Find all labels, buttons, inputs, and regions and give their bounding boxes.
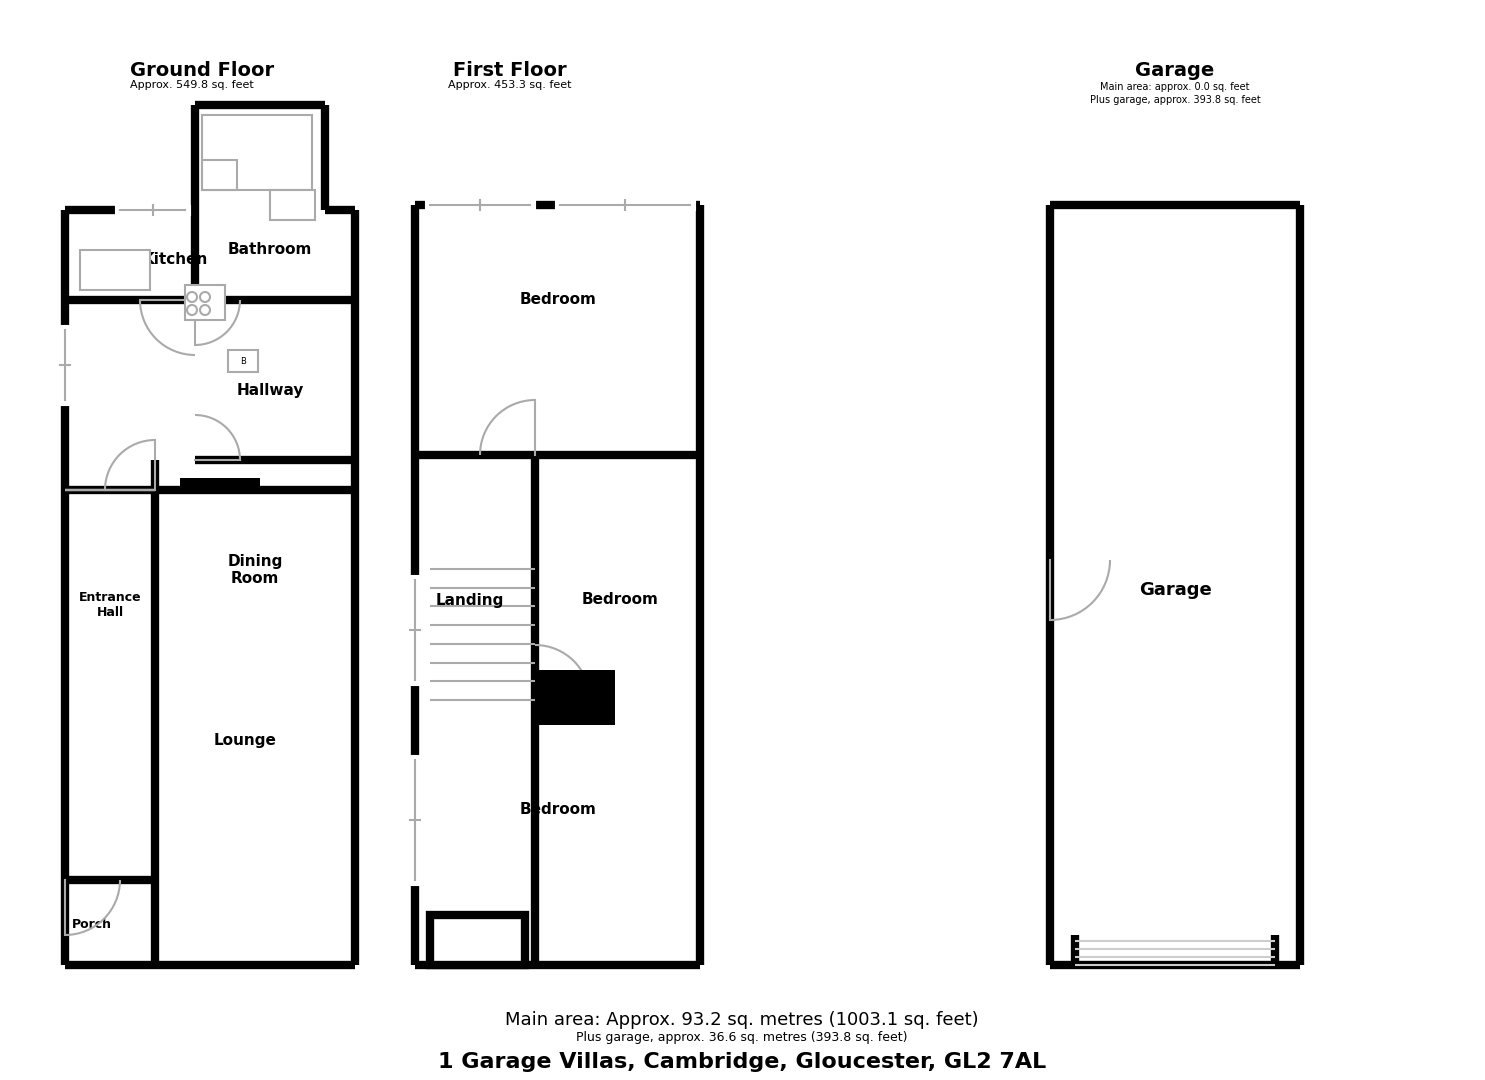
Text: Porch: Porch xyxy=(71,918,111,931)
Text: Approx. 453.3 sq. feet: Approx. 453.3 sq. feet xyxy=(448,80,572,90)
Bar xyxy=(80,249,150,291)
Text: Hallway: Hallway xyxy=(236,382,304,397)
Text: Lounge: Lounge xyxy=(214,732,276,747)
Circle shape xyxy=(187,292,198,302)
Text: Bathroom: Bathroom xyxy=(227,243,312,257)
Text: Garage: Garage xyxy=(1136,60,1215,80)
Text: B: B xyxy=(241,356,247,365)
Text: Main area: approx. 0.0 sq. feet: Main area: approx. 0.0 sq. feet xyxy=(1100,82,1250,92)
Text: 1 Garage Villas, Cambridge, Gloucester, GL2 7AL: 1 Garage Villas, Cambridge, Gloucester, … xyxy=(438,1052,1045,1072)
Text: Bedroom: Bedroom xyxy=(520,293,597,308)
Bar xyxy=(186,285,226,320)
Circle shape xyxy=(200,292,209,302)
Bar xyxy=(229,350,258,372)
Text: Landing: Landing xyxy=(435,593,505,607)
Text: Ground Floor: Ground Floor xyxy=(131,60,275,80)
Circle shape xyxy=(200,305,209,315)
Text: Dining
Room: Dining Room xyxy=(227,554,282,586)
Text: Entrance
Hall: Entrance Hall xyxy=(79,591,141,619)
Text: Main area: Approx. 93.2 sq. metres (1003.1 sq. feet): Main area: Approx. 93.2 sq. metres (1003… xyxy=(505,1011,979,1029)
Text: Bedroom: Bedroom xyxy=(520,802,597,818)
Text: Bedroom: Bedroom xyxy=(582,593,658,607)
Text: Plus garage, approx. 36.6 sq. metres (393.8 sq. feet): Plus garage, approx. 36.6 sq. metres (39… xyxy=(576,1031,907,1044)
Text: Kitchen: Kitchen xyxy=(143,253,208,268)
Bar xyxy=(202,114,312,190)
Bar xyxy=(202,160,238,190)
Bar xyxy=(535,670,615,725)
Text: Approx. 549.8 sq. feet: Approx. 549.8 sq. feet xyxy=(131,80,254,90)
Text: First Floor: First Floor xyxy=(453,60,567,80)
Bar xyxy=(431,915,526,966)
Bar xyxy=(270,190,315,220)
Text: Plus garage, approx. 393.8 sq. feet: Plus garage, approx. 393.8 sq. feet xyxy=(1090,95,1261,105)
Bar xyxy=(180,478,260,492)
Text: Garage: Garage xyxy=(1139,581,1212,599)
Circle shape xyxy=(187,305,198,315)
